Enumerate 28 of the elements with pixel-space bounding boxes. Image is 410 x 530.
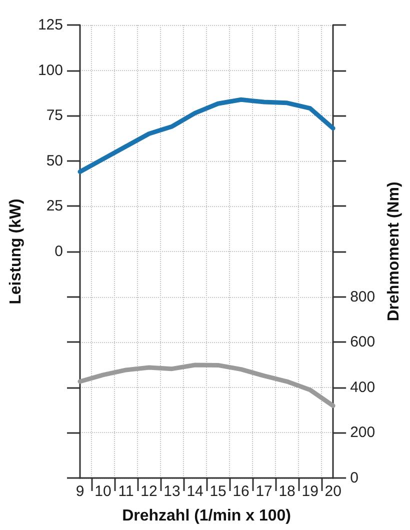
x-tick-label: 11	[118, 483, 134, 500]
x-tick-label: 15	[210, 483, 226, 500]
x-axis-title: Drehzahl (1/min x 100)	[122, 508, 292, 524]
y-tick-label: 75	[46, 107, 63, 124]
y2-tick-label: 800	[350, 288, 376, 306]
y2-tick-label: 0	[350, 470, 358, 486]
x-tick-label: 16	[232, 483, 250, 500]
y2-axis-title: Drehmoment (Nm)	[386, 182, 402, 322]
y-tick-label: 0	[54, 243, 63, 260]
y-tick-label: 25	[46, 198, 63, 215]
x-tick-label: 10	[94, 483, 112, 500]
x-tick-label: 9	[76, 483, 84, 500]
y-tick-label: 50	[46, 152, 63, 170]
line-series	[78, 97, 336, 174]
y2-tick-label: 200	[350, 424, 376, 442]
y-axis-title: Leistung (kW)	[8, 198, 24, 304]
x-tick-label: 19	[302, 483, 318, 500]
x-tick-label: 20	[324, 483, 342, 500]
y-tick-label: 100	[38, 62, 63, 79]
x-tick-label: 12	[140, 483, 158, 500]
y-tick-label: 125	[38, 16, 63, 34]
line-series	[78, 362, 336, 408]
y2-tick-label: 400	[350, 378, 376, 396]
x-tick-label: 13	[164, 483, 180, 500]
x-tick-label: 17	[256, 483, 272, 500]
x-tick-label: 18	[278, 483, 296, 500]
y2-tick-label: 600	[350, 334, 376, 351]
x-tick-label: 14	[186, 483, 204, 500]
